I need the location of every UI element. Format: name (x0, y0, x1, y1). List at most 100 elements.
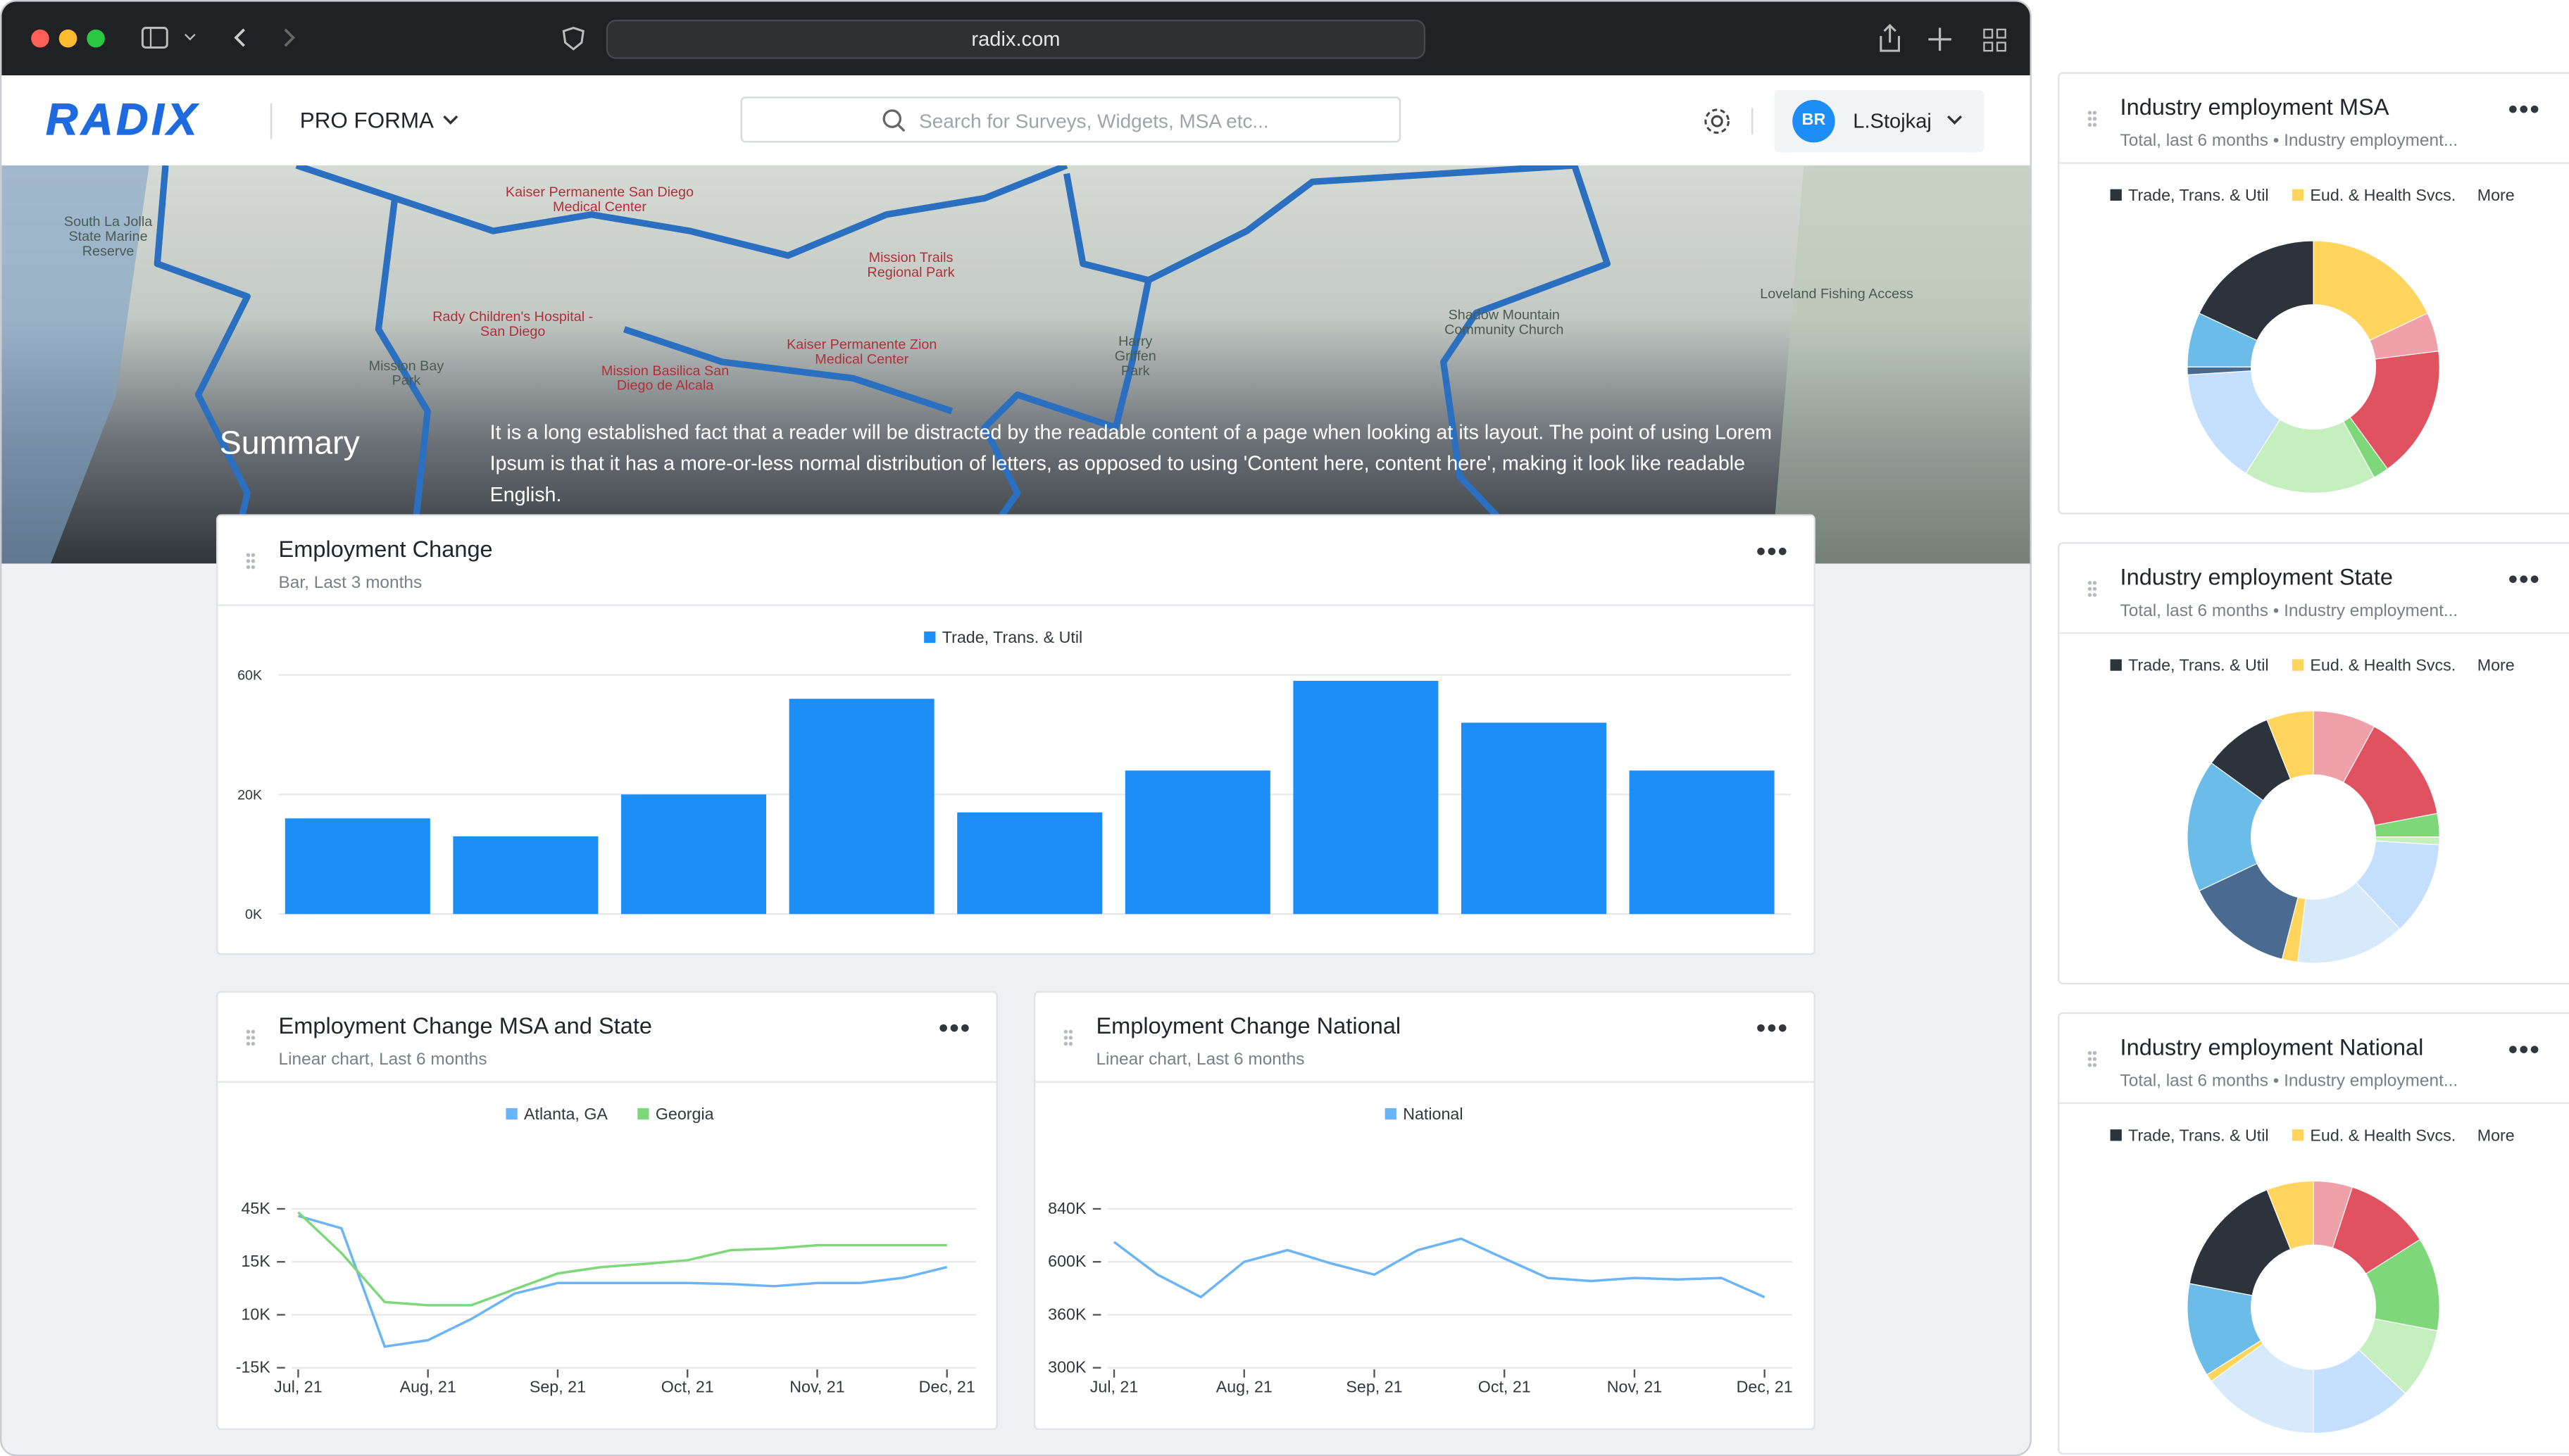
product-name[interactable]: PRO FORMA (299, 108, 434, 133)
map-label: Mission Bay Park (368, 357, 444, 389)
toolbar-actions (1880, 23, 2006, 52)
drag-handle (2087, 109, 2097, 128)
x-tick-label: Jul, 21 (1090, 1378, 1139, 1396)
x-tick-label: Dec, 21 (919, 1378, 975, 1396)
donut-slice (2266, 1180, 2314, 1250)
hero-map: Kaiser Permanente San Diego Medical Cent… (1, 165, 2030, 564)
donut-slice (2211, 1343, 2314, 1434)
drag-handle (2087, 1050, 2097, 1068)
logo[interactable]: RADIX (46, 94, 200, 144)
header-divider (218, 604, 1814, 606)
user-name: L.Stojkaj (1853, 109, 1932, 133)
shield-icon (562, 26, 585, 51)
divider (270, 103, 273, 139)
x-tick-label: Jul, 21 (274, 1378, 323, 1396)
browser-toolbar: radix.com (1, 1, 2030, 76)
widget-menu[interactable]: ••• (939, 1015, 972, 1043)
x-tick-label: Oct, 21 (661, 1378, 714, 1396)
x-tick-label: Sep, 21 (530, 1378, 586, 1396)
map-label: Rady Children's Hospital - San Diego (432, 308, 594, 339)
address-bar[interactable]: radix.com (606, 19, 1426, 59)
bar (1293, 681, 1439, 915)
y-tick-label: 840K (1048, 1199, 1087, 1217)
widget-title: Industry employment MSA (2120, 93, 2389, 120)
minimize-button[interactable] (58, 29, 77, 48)
legend-swatch (2110, 189, 2122, 201)
y-tick-label: -15K (236, 1358, 271, 1376)
widget-subtitle: Total, last 6 months • Industry employme… (2120, 1071, 2458, 1091)
y-tick-label: 600K (1048, 1252, 1087, 1270)
chevron (1947, 115, 1963, 125)
widget-title: Employment Change (278, 535, 493, 562)
x-tick-label: Sep, 21 (1346, 1378, 1402, 1396)
legend-label: Trade, Trans. & Util (2128, 186, 2268, 204)
x-tick-label: Dec, 21 (1737, 1378, 1793, 1396)
widget-subtitle: Linear chart, Last 6 months (278, 1050, 487, 1070)
bar (789, 698, 935, 915)
drag-handle (1063, 1029, 1073, 1047)
widget-subtitle: Total, last 6 months • Industry employme… (2120, 131, 2458, 151)
x-tick-label: Aug, 21 (400, 1378, 456, 1396)
divider (1751, 108, 1754, 134)
line-series (297, 1215, 948, 1348)
widget-title: Industry employment State (2120, 563, 2393, 590)
donut-slice (2189, 1189, 2292, 1296)
legend-label: Eud. & Health Svcs. (2310, 186, 2456, 204)
y-tick-label: 60K (237, 668, 262, 684)
y-tick-label: 360K (1048, 1305, 1087, 1323)
search-box[interactable]: Search for Surveys, Widgets, MSA etc... (740, 96, 1401, 143)
legend-label: National (1403, 1105, 1463, 1123)
widget-subtitle: Bar, Last 3 months (278, 573, 423, 594)
legend-more[interactable]: More (2477, 186, 2515, 204)
bar (957, 812, 1103, 915)
donut-slice (2245, 418, 2375, 494)
legend-more[interactable]: More (2477, 656, 2515, 674)
donut-slice (2313, 240, 2428, 341)
legend-label: Georgia (656, 1105, 714, 1123)
map-label: Mission Basilica San Diego de Alcala (601, 362, 730, 394)
map-label: Mission Trails Regional Park (867, 249, 955, 280)
y-tick-label: 0K (245, 907, 262, 922)
drag-handle (245, 1029, 256, 1047)
widget-subtitle: Linear chart, Last 6 months (1096, 1050, 1305, 1070)
app-header: RADIX PRO FORMA Search for Surveys, Widg… (1, 75, 2030, 168)
bar (453, 836, 599, 915)
legend-label: Trade, Trans. & Util (942, 628, 1082, 646)
header-divider (1035, 1081, 1814, 1083)
user-menu[interactable]: BR L.Stojkaj (1774, 89, 1984, 153)
legend-label: Eud. & Health Svcs. (2310, 656, 2456, 674)
widget-title: Industry employment National (2120, 1034, 2424, 1060)
bar (1629, 770, 1775, 915)
legend-label: Atlanta, GA (524, 1105, 608, 1123)
map-label: Shadow Mountain Community Church (1444, 306, 1564, 338)
settings-icon[interactable] (1701, 105, 1734, 138)
map-roads (1, 165, 2030, 564)
widget-title: Employment Change National (1096, 1012, 1401, 1039)
widget-menu[interactable]: ••• (1756, 539, 1789, 567)
chevron (443, 115, 458, 125)
map-label: Loveland Fishing Access (1760, 284, 1913, 302)
bar (1125, 770, 1270, 915)
y-tick-label: 45K (242, 1199, 271, 1217)
widget-menu[interactable]: ••• (1756, 1015, 1789, 1043)
widget-menu[interactable]: ••• (2508, 566, 2542, 595)
bar (621, 794, 767, 915)
search-placeholder: Search for Surveys, Widgets, MSA etc... (919, 109, 1269, 133)
legend-swatch (2292, 659, 2304, 671)
donut-slice (2199, 240, 2314, 341)
drag-handle (245, 552, 256, 570)
y-tick-label: 300K (1048, 1358, 1087, 1376)
y-tick-label: 10K (242, 1305, 271, 1323)
legend-more[interactable]: More (2477, 1126, 2515, 1144)
x-tick-label: Nov, 21 (1607, 1378, 1662, 1396)
widget-card: Employment Change National Linear chart, … (1034, 991, 1815, 1431)
widget-menu[interactable]: ••• (2508, 96, 2542, 125)
bar (285, 818, 430, 915)
close-button[interactable] (31, 29, 49, 48)
widget-menu[interactable]: ••• (2508, 1036, 2542, 1065)
header-divider (218, 1081, 996, 1083)
url-text: radix.com (971, 27, 1061, 51)
zoom-button[interactable] (87, 29, 105, 48)
y-tick-label: 20K (237, 787, 262, 803)
